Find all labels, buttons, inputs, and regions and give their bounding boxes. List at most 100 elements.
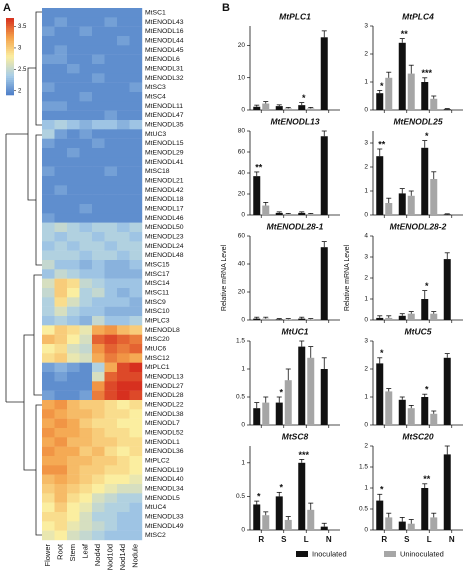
bar bbox=[376, 93, 384, 110]
heat-cell bbox=[79, 484, 93, 494]
column-label: Stem bbox=[68, 544, 77, 562]
heat-cell bbox=[42, 17, 55, 27]
heat-cell bbox=[129, 26, 143, 37]
heat-cell bbox=[129, 493, 143, 503]
heat-cell bbox=[79, 334, 93, 345]
heat-cell bbox=[79, 409, 93, 419]
heat-cell bbox=[104, 409, 118, 419]
heat-cell bbox=[104, 390, 118, 401]
heat-cell bbox=[92, 45, 105, 55]
colorbar-slice bbox=[6, 35, 14, 38]
heat-cell bbox=[54, 362, 68, 373]
heat-cell bbox=[67, 222, 80, 233]
heat-cell bbox=[104, 278, 118, 289]
heat-cell bbox=[92, 493, 105, 503]
heat-cell bbox=[92, 269, 105, 279]
bar bbox=[307, 108, 315, 110]
bar bbox=[262, 205, 270, 215]
chart-title: MtUC5 bbox=[405, 326, 432, 336]
heat-cell bbox=[104, 222, 118, 233]
heat-cell bbox=[104, 502, 118, 513]
heat-cell bbox=[117, 390, 130, 401]
significance-label: * bbox=[380, 81, 384, 91]
colorbar-tick-label: 2.5 bbox=[18, 67, 27, 73]
heat-cell bbox=[104, 101, 118, 111]
heat-cell bbox=[79, 446, 93, 457]
x-tick-label: S bbox=[404, 535, 410, 544]
heat-cell bbox=[117, 64, 130, 74]
row-label: MtENODL28 bbox=[145, 392, 184, 399]
heat-cell bbox=[104, 306, 118, 317]
heat-cell bbox=[79, 36, 93, 46]
heat-cell bbox=[129, 54, 143, 65]
heat-cell bbox=[42, 64, 55, 74]
heat-cell bbox=[129, 512, 143, 522]
heat-cell bbox=[42, 428, 55, 438]
bar bbox=[398, 42, 406, 110]
significance-label: *** bbox=[298, 450, 309, 460]
colorbar-slice bbox=[6, 33, 14, 36]
significance-label: * bbox=[279, 387, 283, 397]
heat-cell bbox=[92, 409, 105, 419]
heat-cell bbox=[129, 241, 143, 251]
heat-cell bbox=[129, 92, 143, 102]
heat-cell bbox=[92, 204, 105, 214]
heat-cell bbox=[129, 437, 143, 447]
heat-cell bbox=[104, 530, 118, 541]
y-tick-label: 2 bbox=[364, 275, 368, 282]
heat-cell bbox=[79, 372, 93, 382]
heat-cell bbox=[117, 288, 130, 298]
row-label: MtSC3 bbox=[145, 84, 166, 91]
heat-cell bbox=[117, 502, 130, 513]
heat-cell bbox=[54, 92, 68, 102]
y-tick-label: 20 bbox=[238, 191, 246, 198]
y-tick-label: 1 bbox=[364, 79, 368, 86]
bar bbox=[407, 195, 415, 215]
heat-cell bbox=[129, 344, 143, 354]
colorbar-slice bbox=[6, 85, 14, 88]
bar bbox=[376, 363, 384, 425]
heat-cell bbox=[54, 372, 68, 382]
row-label: MtENODL34 bbox=[145, 485, 184, 492]
x-tick-label: S bbox=[281, 535, 287, 544]
heat-cell bbox=[79, 64, 93, 74]
heat-cell bbox=[117, 372, 130, 382]
heat-cell bbox=[67, 428, 80, 438]
y-tick-label: 1 bbox=[364, 188, 368, 195]
row-label: MtSC14 bbox=[145, 280, 170, 287]
heat-cell bbox=[104, 521, 118, 531]
heat-cell bbox=[92, 474, 105, 485]
y-tick-label: 1.5 bbox=[236, 338, 245, 345]
heat-cell bbox=[92, 372, 105, 382]
heat-cell bbox=[67, 250, 80, 261]
y-tick-label: 0 bbox=[364, 107, 368, 114]
heat-cell bbox=[54, 54, 68, 65]
bar bbox=[443, 357, 451, 425]
row-label: MtENODL24 bbox=[145, 243, 184, 250]
heat-cell bbox=[54, 530, 68, 541]
bar bbox=[320, 37, 328, 110]
heat-cell bbox=[67, 8, 80, 18]
heat-cell bbox=[104, 166, 118, 177]
legend-swatch bbox=[384, 551, 396, 557]
bar bbox=[430, 413, 438, 425]
heat-cell bbox=[67, 45, 80, 55]
heat-cell bbox=[129, 269, 143, 279]
bar bbox=[430, 517, 438, 530]
row-label: MtENODL1 bbox=[145, 439, 180, 446]
bar bbox=[407, 408, 415, 425]
heat-cell bbox=[92, 101, 105, 111]
colorbar-slice bbox=[6, 54, 14, 57]
y-tick-label: 0.5 bbox=[236, 493, 245, 500]
heat-cell bbox=[92, 241, 105, 251]
heat-cell bbox=[79, 82, 93, 93]
bar bbox=[262, 318, 270, 320]
heat-cell bbox=[92, 232, 105, 242]
heat-cell bbox=[67, 17, 80, 27]
heat-cell bbox=[54, 316, 68, 326]
heat-cell bbox=[117, 101, 130, 111]
colorbar-tick-label: 2 bbox=[18, 88, 22, 94]
heat-cell bbox=[92, 530, 105, 541]
heat-cell bbox=[54, 353, 68, 363]
bar bbox=[284, 108, 292, 110]
